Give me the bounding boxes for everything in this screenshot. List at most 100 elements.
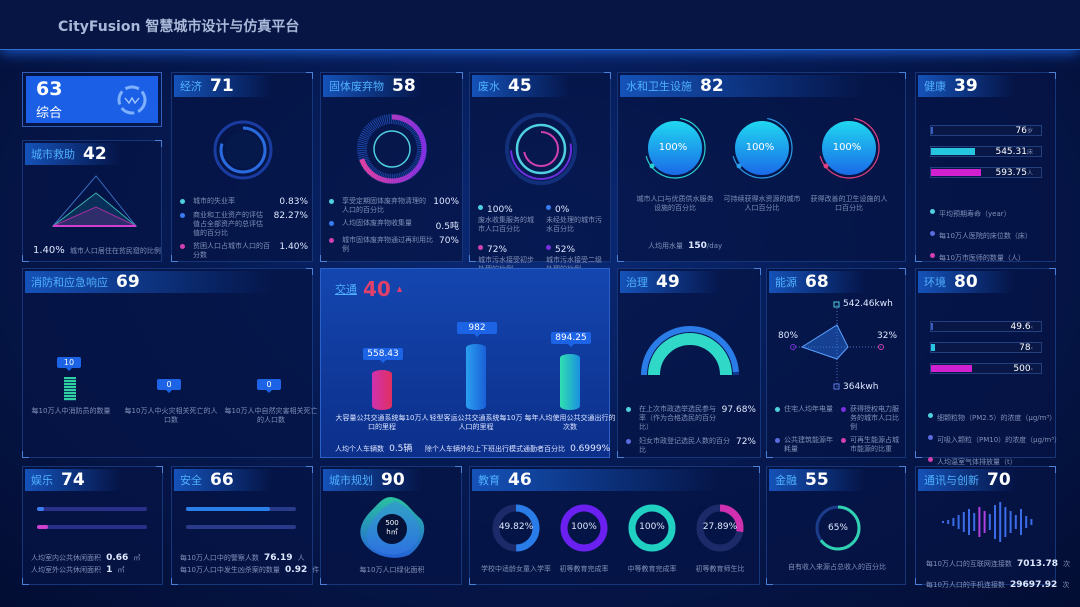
legend-dot: [775, 407, 780, 412]
metric-bar: 593.75人: [930, 167, 1042, 178]
item-value: 0%: [555, 205, 570, 215]
metric-label: 每10万人中消防员的数量: [31, 407, 111, 415]
ring-label: 初等教育完成率: [559, 565, 609, 573]
legend-dot: [329, 221, 334, 226]
ring-label: 初等教育师生比: [695, 565, 745, 573]
wave-bar: [1004, 507, 1007, 537]
panel-title: 安全: [180, 474, 202, 487]
item-unit: ㎡: [133, 554, 141, 562]
value-tag: 0: [257, 379, 281, 393]
item-value: 76.19: [264, 553, 293, 563]
commute-value: 0.6999%: [570, 444, 611, 454]
panel-environment: 环境 80 49.6‹ 78‹ 500‹ 细颗粒物（PM2.5）的浓度（μg/m³）可…: [915, 268, 1061, 466]
liquid-ball-chart: [645, 117, 706, 179]
bar-fill: [37, 507, 44, 511]
item-label: 在上次市政选举选民参与率（作为合格选民的百分比）: [639, 405, 716, 431]
list-item: 100% 废水收集服务的城市人口百分比: [478, 197, 540, 234]
list-item: 每10万人口的互联网连接数 7013.78 次: [926, 551, 1070, 570]
list-item: 人均固体废弃物收集量 0.5吨: [329, 219, 459, 232]
value-tag: 558.43: [363, 348, 403, 363]
wave-bar: [962, 512, 965, 532]
legend-dot: [546, 205, 551, 210]
panel-governance: 治理 49 在上次市政选举选民参与率（作为合格选民的百分比） 97.68% 妇女市政登…: [617, 268, 761, 458]
item-unit: 人: [297, 554, 305, 562]
water-ball: 100% 城市人口与优质供水服务设施的百分比: [637, 113, 714, 213]
panel-title: 环境: [924, 276, 946, 289]
legend-label: 住宅人均年电量: [784, 405, 833, 413]
legend-item: 住宅人均年电量: [775, 405, 837, 432]
item-value: 0.5吨: [435, 222, 459, 232]
item-value: 29697.92: [1010, 580, 1058, 590]
wave-bar: [978, 507, 981, 537]
environment-legend: 细颗粒物（PM2.5）的浓度（μg/m³） 可吸入颗粒（PM10）的浓度（μg/m…: [928, 405, 1061, 471]
ball-value: 100%: [832, 142, 862, 153]
legend-dot: [930, 253, 935, 258]
value-tag: 10: [57, 357, 81, 371]
item-value: 70%: [438, 236, 459, 246]
item-label: 废水收集服务的城市人口百分比: [478, 216, 534, 233]
panel-telecom-innovation: 通讯与创新 70 每10万人口的互联网连接数 7013.78 次每10万人口的手机…: [915, 466, 1070, 590]
legend-item: 可再生能源占城市能源的比重: [841, 436, 903, 454]
legend-dot: [546, 245, 551, 250]
progress-bar: [37, 507, 147, 511]
list-item: 在上次市政选举选民参与率（作为合格选民的百分比） 97.68%: [626, 405, 756, 432]
panel-title: 治理: [626, 276, 648, 289]
panel-title: 城市规划: [329, 474, 373, 487]
panel-water-sanitation: 水和卫生设施 82 100% 城市人口与优质供水服务设施的百分比 100% 可持续…: [617, 72, 906, 262]
legend-dot: [928, 457, 933, 462]
metric-bar: 76岁: [930, 125, 1042, 136]
bar-unit: 床: [1026, 149, 1033, 156]
item-value: 97.68%: [721, 405, 756, 415]
relief-label: 城市人口居住在贫民窟的比例: [69, 247, 161, 255]
trend-up-icon: ▲: [396, 285, 403, 293]
legend-label: 每10万市医师的数量（人）: [939, 254, 1025, 262]
economy-ring-chart: [213, 120, 273, 180]
item-value: 72%: [487, 245, 508, 255]
education-ring: 49.82% 学校中适龄女童入学率: [481, 503, 551, 574]
legend-item: 细颗粒物（PM2.5）的浓度（μg/m³）: [928, 405, 1061, 424]
panel-score: 49: [656, 272, 680, 292]
wastewater-ring-chart: [505, 113, 577, 185]
water-usage-label: 人均用水量: [648, 242, 683, 250]
legend-label: 细颗粒物（PM2.5）的浓度（μg/m³）: [937, 414, 1057, 422]
panel-title: 通讯与创新: [924, 474, 979, 487]
item-value: 72%: [735, 437, 756, 447]
bar-unit: 人: [1026, 170, 1033, 177]
energy-left-value: 80%: [778, 331, 799, 341]
waste-ring-chart: [357, 114, 427, 184]
bar-value: 545.31: [995, 147, 1027, 157]
green-area-blob-chart: [360, 497, 425, 558]
panel-title: 金融: [775, 474, 797, 487]
list-item: 享受定期固体废弃物清理的人口的百分比 100%: [329, 197, 459, 215]
item-value: 82.27%: [273, 211, 308, 221]
ring-value: 49.82%: [498, 522, 534, 532]
bar-fill: [186, 507, 270, 511]
panel-education: 教育 46 49.82% 学校中适龄女童入学率 100% 初等教育完成率 100%…: [469, 466, 760, 585]
wave-bar: [1009, 511, 1012, 533]
legend-item: 获得授权电力服务的城市人口比例: [841, 405, 903, 432]
overall-score-card[interactable]: 63 综合: [22, 72, 162, 127]
wave-bar: [1030, 519, 1033, 525]
item-value: 7013.78: [1017, 559, 1059, 569]
legend-label: 可再生能源占城市能源的比重: [850, 436, 899, 453]
panel-score: 74: [61, 470, 85, 490]
ring-label: 中等教育完成率: [627, 565, 677, 573]
list-item: 0% 未经处理的城市污水百分比: [546, 197, 608, 234]
item-label: 每10万人口的互联网连接数: [926, 560, 1012, 568]
panel-health: 健康 39 76岁 545.31床 593.75人 平均预期寿命（year） 每10万人…: [915, 72, 1056, 262]
legend-dot: [329, 238, 334, 243]
item-label: 城市的失业率: [193, 197, 235, 205]
education-ring: 100% 中等教育完成率: [622, 503, 682, 574]
item-value: 52%: [555, 245, 576, 255]
health-legend: 平均预期寿命（year） 每10万人医院的床位数（床） 每10万市医师的数量（人）: [930, 201, 1032, 267]
transport-metric: 894.25 每年人均使用公共交通出行的次数: [523, 332, 617, 432]
item-unit: 次: [1063, 560, 1071, 568]
list-item: 商业和工业资产的评估值占全部资产的总评估值的百分比 82.27%: [180, 211, 308, 238]
panel-title: 健康: [924, 80, 946, 93]
legend-dot: [626, 439, 631, 444]
panel-title: 固体废弃物: [329, 80, 384, 93]
list-item: 人均室外公共休闲面积 1 ㎡: [31, 557, 124, 576]
item-label: 商业和工业资产的评估值占全部资产的总评估值的百分比: [193, 211, 263, 237]
item-label: 未经处理的城市污水百分比: [546, 216, 602, 233]
relief-triangle-chart: [51, 175, 138, 227]
